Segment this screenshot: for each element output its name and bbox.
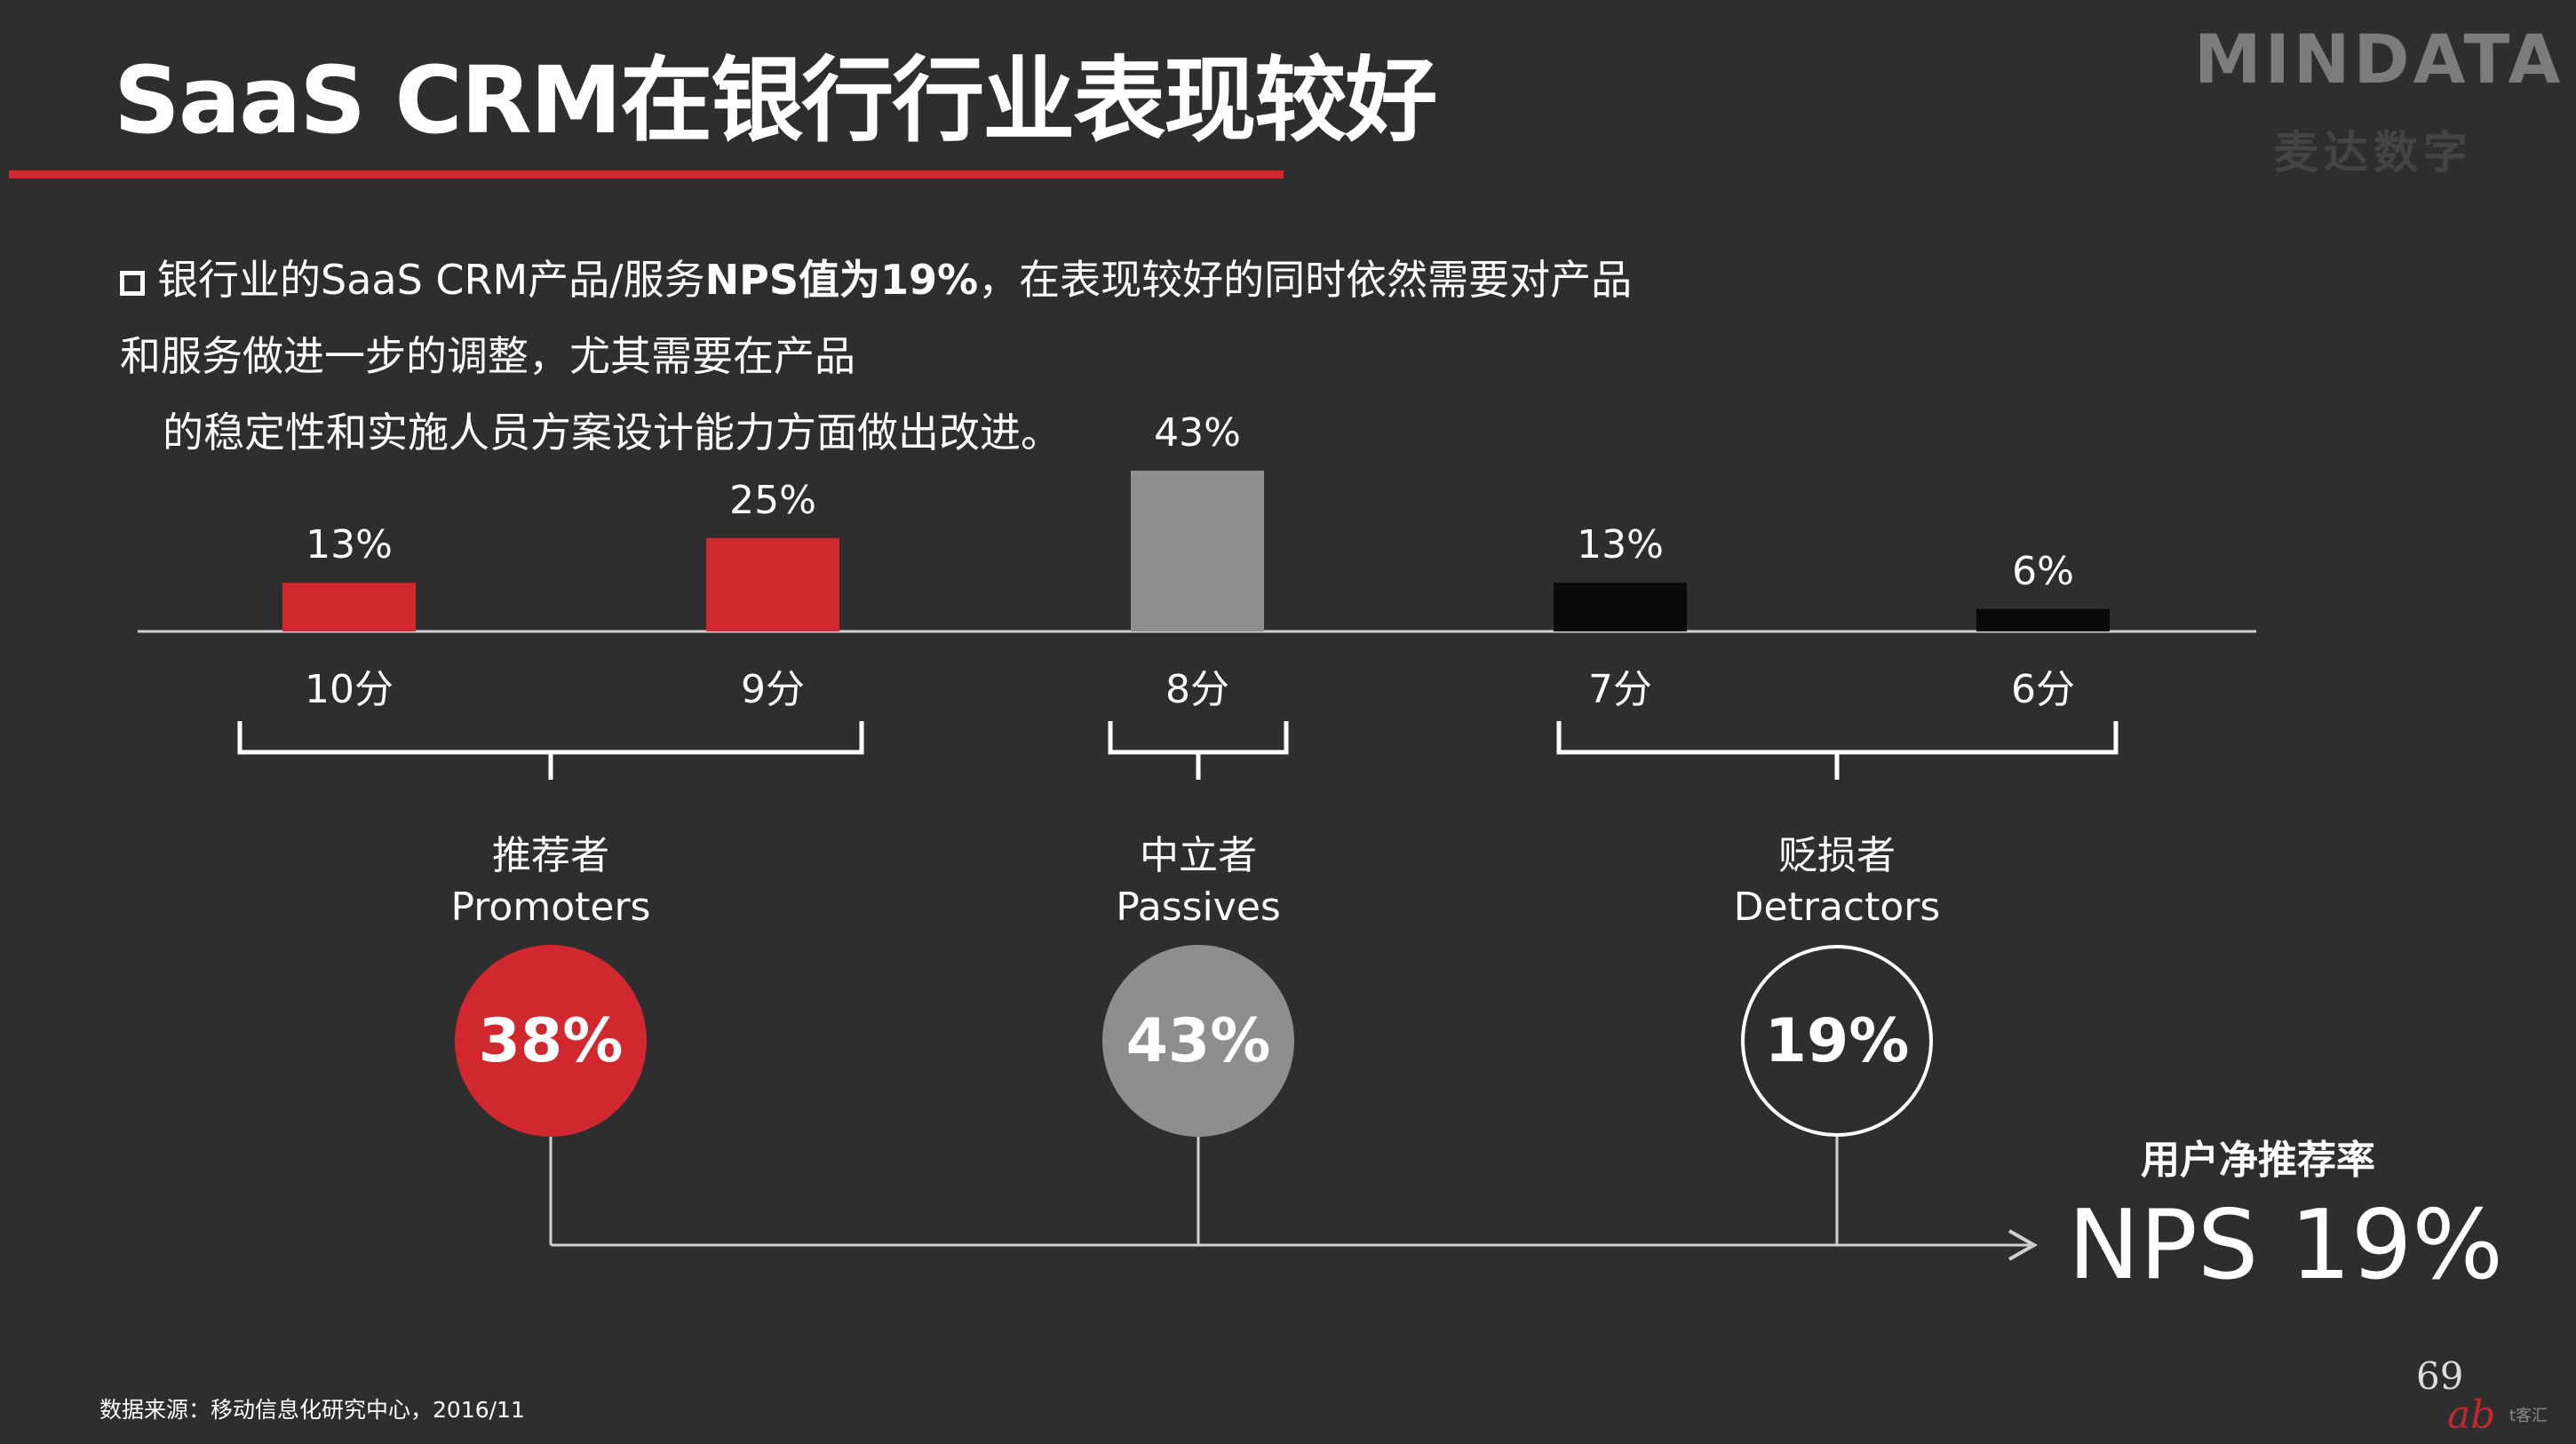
nps-result-label: 用户净推荐率 <box>2141 1138 2375 1183</box>
checkbox-bullet-icon <box>120 271 145 296</box>
bar-2 <box>1131 471 1264 631</box>
title-underline <box>9 171 1284 179</box>
brand-logo: MINDATA <box>2194 20 2564 99</box>
arrow-head-icon <box>2008 1229 2039 1261</box>
watermark-text: t客汇 <box>2509 1407 2548 1425</box>
x-tick-label: 10分 <box>305 667 394 712</box>
group-label-cn: 推荐者 <box>492 833 609 878</box>
bar-value-label: 25% <box>729 477 816 523</box>
x-tick-label: 8分 <box>1165 667 1229 712</box>
group-bracket-1 <box>1108 721 1289 780</box>
group-bracket-2 <box>1556 721 2119 780</box>
bar-value-label: 13% <box>1577 522 1664 568</box>
page-title: SaaS CRM在银行行业表现较好 <box>114 46 1437 155</box>
group-share-circle: 38% <box>455 945 647 1137</box>
bar-value-label: 6% <box>2012 548 2074 594</box>
group-label-cn: 中立者 <box>1140 833 1257 878</box>
nps-result-value: 19% <box>2290 1190 2504 1301</box>
summary-part-3: ，在表现较好的同时依然需要对产品和服务做进一步的调整，尤其需要在产品 <box>120 256 1633 380</box>
group-share-circle: 19% <box>1741 945 1933 1137</box>
group-label-en: Promoters <box>450 885 651 930</box>
bar-1 <box>706 537 839 631</box>
bar-0 <box>282 583 416 631</box>
data-source: 数据来源：移动信息化研究中心，2016/11 <box>99 1397 525 1423</box>
summary-part-1: 银行业的SaaS CRM产品/服务 <box>157 256 705 304</box>
group-label-en: Passives <box>1116 885 1281 930</box>
group-label: 中立者 Passives <box>1021 830 1376 933</box>
group-bracket-0 <box>237 721 864 780</box>
summary-text: 银行业的SaaS CRM产品/服务NPS值为19%，在表现较好的同时依然需要对产… <box>120 242 1648 471</box>
group-label: 贬损者 Detractors <box>1659 830 2015 933</box>
group-label-en: Detractors <box>1733 885 1941 930</box>
x-tick-label: 7分 <box>1588 667 1652 712</box>
group-label-cn: 贬损者 <box>1778 833 1896 878</box>
bar-value-label: 43% <box>1154 410 1241 456</box>
summary-highlight: NPS值为19% <box>704 256 979 304</box>
x-tick-label: 9分 <box>741 667 805 712</box>
brand-logo-subtitle: 麦达数字 <box>2274 127 2473 179</box>
group-share-circle: 43% <box>1102 945 1294 1137</box>
x-tick-label: 6分 <box>2011 667 2075 712</box>
bar-3 <box>1554 583 1687 631</box>
summary-part-4: 的稳定性和实施人员方案设计能力方面做出改进。 <box>163 409 1061 456</box>
nps-result-name: NPS <box>2068 1190 2259 1301</box>
bar-value-label: 13% <box>306 522 393 568</box>
page-number: 69 <box>2416 1354 2464 1398</box>
watermark-logo-icon: ab <box>2447 1392 2496 1438</box>
group-label: 推荐者 Promoters <box>373 830 728 933</box>
bar-4 <box>1976 608 2110 631</box>
